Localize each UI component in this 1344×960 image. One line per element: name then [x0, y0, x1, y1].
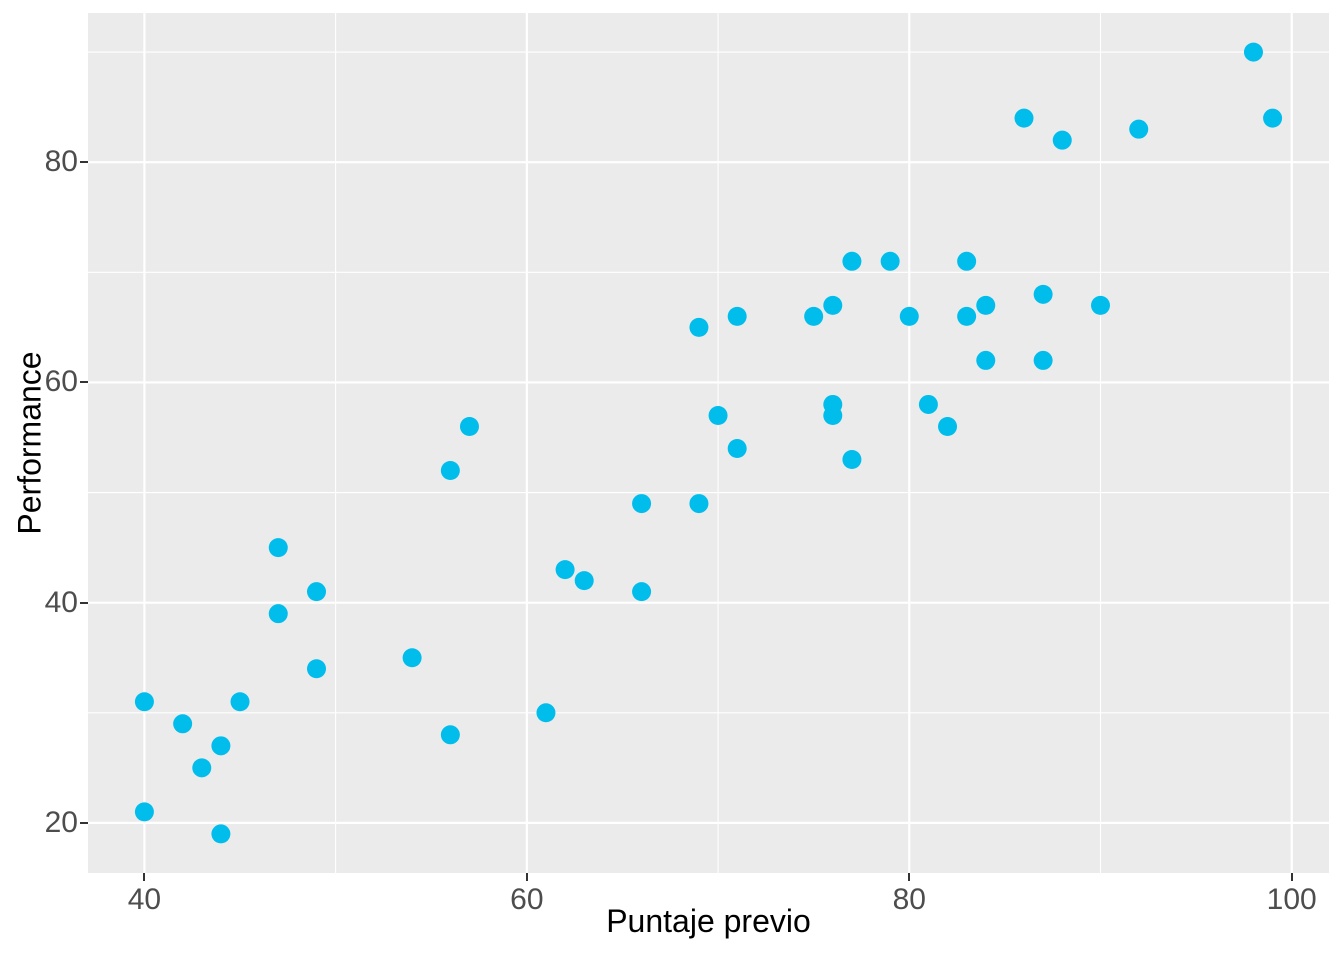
x-tick-label-60: 60: [510, 883, 544, 916]
plot-area: [88, 13, 1329, 873]
data-point: [918, 394, 938, 414]
data-point: [268, 604, 288, 624]
x-axis-tick: [908, 873, 911, 881]
y-tick-label-60: 60: [44, 365, 78, 399]
data-point: [192, 758, 212, 778]
data-point: [727, 439, 747, 459]
x-tick-label-100: 100: [1266, 883, 1317, 916]
data-point: [899, 306, 919, 326]
data-point: [976, 350, 996, 370]
data-point: [1052, 130, 1072, 150]
data-point: [823, 394, 843, 414]
data-point: [459, 416, 479, 436]
data-point: [440, 725, 460, 745]
data-point: [134, 692, 154, 712]
data-point: [173, 714, 193, 734]
y-tick-label-40: 40: [44, 585, 78, 619]
data-point: [727, 306, 747, 326]
data-point: [938, 416, 958, 436]
data-point: [823, 295, 843, 315]
data-point: [1243, 42, 1263, 62]
data-point: [689, 317, 709, 337]
data-point: [1033, 284, 1053, 304]
plot-panel: [88, 13, 1329, 873]
data-point: [555, 560, 575, 580]
data-point: [134, 802, 154, 822]
x-axis-tick: [1290, 873, 1293, 881]
data-point: [957, 306, 977, 326]
data-point: [268, 538, 288, 558]
data-point: [1090, 295, 1110, 315]
data-point: [842, 251, 862, 271]
data-point: [632, 494, 652, 514]
x-tick-label-40: 40: [127, 883, 162, 916]
data-point: [1263, 108, 1283, 128]
data-point: [536, 703, 556, 723]
data-point: [689, 494, 709, 514]
y-axis-tick: [80, 381, 88, 384]
data-point: [307, 582, 327, 602]
data-point: [1129, 119, 1149, 139]
y-axis-tick: [80, 601, 88, 604]
data-point: [211, 824, 231, 844]
data-point: [211, 736, 231, 756]
x-tick-label-80: 80: [892, 883, 926, 916]
data-point: [402, 648, 422, 668]
y-tick-label-80: 80: [44, 145, 78, 179]
data-point: [842, 450, 862, 470]
y-axis-tick: [80, 161, 88, 164]
data-point: [708, 405, 728, 425]
data-point: [307, 659, 327, 679]
data-point: [880, 251, 900, 271]
data-point: [957, 251, 977, 271]
data-point: [440, 461, 460, 481]
data-point: [976, 295, 996, 315]
y-axis-tick: [80, 821, 88, 824]
x-axis-title: Puntaje previo: [606, 903, 811, 939]
y-tick-label-20: 20: [44, 805, 78, 839]
x-axis-tick: [525, 873, 528, 881]
x-axis-tick: [143, 873, 146, 881]
y-axis-title: Performance: [11, 351, 48, 535]
data-point: [1033, 350, 1053, 370]
data-point: [1014, 108, 1034, 128]
data-point: [574, 571, 594, 591]
data-point: [230, 692, 250, 712]
data-point: [804, 306, 824, 326]
data-point: [632, 582, 652, 602]
